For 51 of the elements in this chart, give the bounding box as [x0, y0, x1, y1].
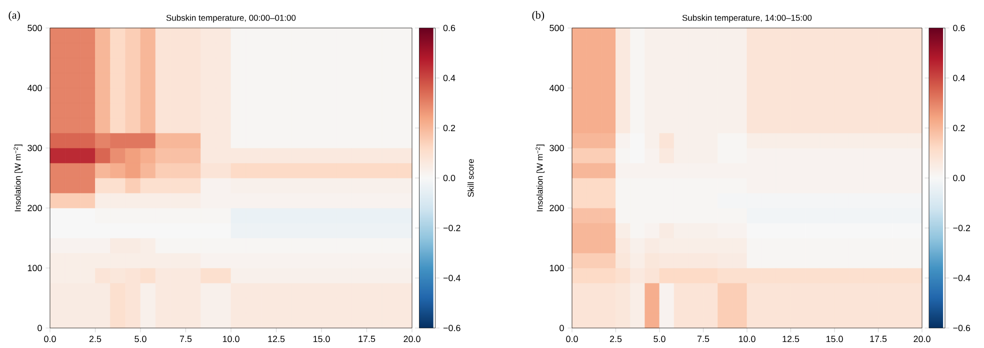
y-tick-label: 500 — [28, 24, 42, 32]
color-bar-label: 0.6 — [953, 24, 965, 32]
y-axis-title: Insolation [W m$^{−2}$] — [14, 144, 22, 212]
text: (b) — [532, 11, 544, 21]
x-tick-label: 2.5 — [89, 336, 102, 342]
x-tick-label: 10.0 — [222, 336, 240, 342]
color-bar-label: 0.6 — [443, 24, 456, 32]
chart-title: Subskin temperature, 00:00–01:00 — [166, 14, 296, 22]
chart-title: Subskin temperature, 14:00–15:00 — [682, 14, 812, 22]
x-tick-label: 7.5 — [697, 336, 710, 342]
x-tick-label: 12.5 — [782, 336, 800, 342]
color-bar-title: Skill score — [468, 159, 474, 197]
x-tick-label: 15.0 — [826, 336, 843, 342]
x-tick-label: 17.5 — [358, 336, 376, 342]
y-tick-label: 0 — [560, 324, 564, 332]
color-bar-label: −0.2 — [443, 224, 460, 232]
x-tick-label: 2.5 — [610, 336, 622, 342]
x-tick-label: 12.5 — [268, 336, 285, 342]
y-tick-label: 400 — [27, 84, 42, 92]
color-bar-label: 0.0 — [953, 174, 965, 182]
y-tick-label: 500 — [550, 24, 564, 32]
x-tick-label: 7.5 — [180, 336, 192, 342]
x-tick-label: 10.0 — [738, 336, 756, 342]
x-tick-label: 15.0 — [313, 336, 330, 342]
x-tick-label: 17.5 — [870, 336, 887, 342]
y-tick-label: 300 — [28, 144, 42, 152]
y-axis-title: Insolation [W m$^{−2}$] — [536, 144, 544, 212]
y-tick-label: 300 — [550, 144, 564, 152]
x-tick-label: 20.0 — [404, 336, 420, 342]
y-tick-label: 100 — [28, 264, 42, 272]
y-tick-label: 200 — [550, 204, 564, 212]
color-bar-label: 0.2 — [443, 124, 456, 132]
y-tick-label: 100 — [550, 264, 564, 272]
x-tick-label: 0.0 — [566, 336, 578, 342]
color-bar-label: −0.6 — [443, 324, 460, 332]
y-tick-label: 400 — [549, 84, 564, 92]
color-bar-label: −0.4 — [443, 274, 460, 282]
x-tick-label: 5.0 — [654, 336, 666, 342]
x-tick-label: 0.0 — [44, 336, 56, 342]
color-bar-label: −0.4 — [953, 274, 970, 282]
y-tick-label: 0 — [38, 324, 42, 332]
color-bar-label: 0.4 — [953, 74, 965, 82]
y-tick-label: 200 — [28, 204, 42, 212]
color-bar-label: 0.2 — [953, 124, 965, 132]
color-bar-label: −0.6 — [953, 324, 970, 332]
x-tick-label: 5.0 — [134, 336, 146, 342]
text: (a) — [8, 11, 20, 21]
color-bar-label: 0.4 — [443, 74, 456, 82]
color-bar-label: −0.2 — [953, 224, 970, 232]
x-tick-label: 20.0 — [914, 336, 930, 342]
color-bar-label: 0.0 — [443, 174, 456, 182]
